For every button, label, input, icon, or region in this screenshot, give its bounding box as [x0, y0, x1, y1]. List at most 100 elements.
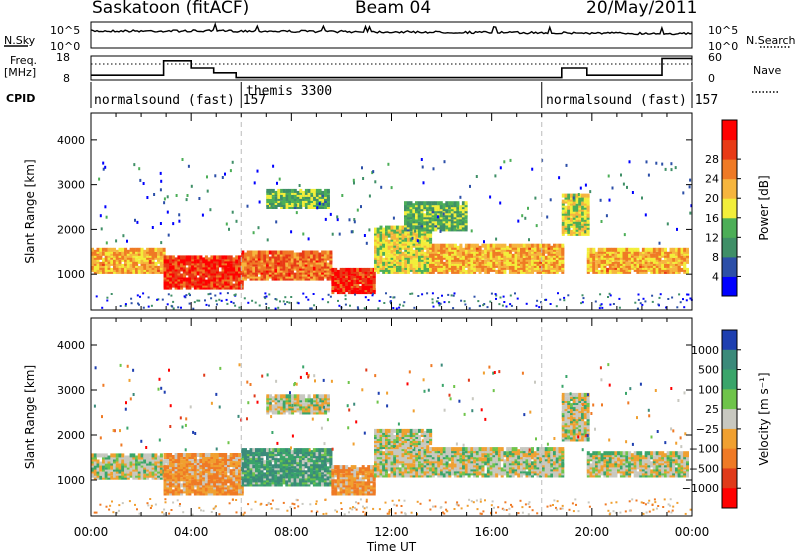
power-sparse	[122, 234, 125, 238]
power-cell	[282, 262, 286, 267]
power-cell	[467, 267, 471, 272]
power-cell	[285, 254, 289, 259]
velocity-cell	[99, 453, 103, 458]
velocity-cell	[274, 458, 278, 463]
power-scatter	[167, 293, 170, 296]
velocity-cell	[249, 478, 253, 483]
power-cell	[464, 245, 468, 250]
power-scatter	[142, 292, 145, 295]
power-sparse	[329, 212, 332, 216]
power-scatter	[226, 292, 229, 295]
power-cell	[564, 193, 568, 198]
power-sparse	[565, 163, 568, 167]
power-scatter	[549, 303, 552, 305]
power-cell	[586, 193, 590, 198]
velocity-cell	[218, 453, 222, 457]
velocity-cell	[137, 455, 141, 460]
power-cell	[361, 274, 365, 278]
power-cell	[517, 259, 521, 264]
power-cell	[611, 247, 615, 252]
velocity-cell	[99, 475, 103, 480]
power-sparse	[432, 167, 435, 171]
noise-search-label: N.Search	[746, 34, 796, 47]
power-sparse	[160, 241, 163, 245]
velocity-cell	[218, 473, 222, 478]
velocity-cell	[177, 481, 181, 486]
power-cell	[677, 259, 681, 264]
power-cell	[586, 247, 590, 252]
power-sparse	[105, 241, 108, 245]
velocity-cell	[113, 455, 116, 460]
power-sparse	[353, 218, 356, 221]
power-sparse	[356, 208, 359, 212]
power-cell	[310, 203, 314, 207]
velocity-cell	[146, 461, 150, 466]
power-sparse	[270, 204, 273, 208]
power-sparse	[682, 191, 685, 195]
power-scatter	[581, 301, 584, 304]
power-sparse	[166, 210, 169, 214]
velocity-cell	[102, 459, 105, 464]
power-cell	[611, 257, 615, 262]
power-cell	[146, 247, 150, 252]
power-sparse	[214, 174, 217, 178]
power-sparse	[674, 166, 677, 170]
power-cell	[597, 257, 601, 262]
power-cell	[448, 245, 452, 250]
power-cell	[331, 286, 335, 290]
power-scatter	[130, 297, 133, 300]
power-cell	[342, 288, 346, 293]
velocity-cell	[159, 461, 163, 466]
power-cell	[669, 259, 673, 264]
power-cell	[533, 243, 537, 248]
power-cell	[423, 201, 427, 206]
power-cell	[199, 255, 203, 260]
power-sparse	[689, 178, 692, 182]
power-cell	[372, 286, 376, 290]
power-cell	[310, 254, 314, 259]
velocity-cell	[282, 458, 286, 463]
power-scatter	[538, 306, 541, 309]
power-ytick-label-1: 2000	[57, 223, 85, 236]
power-scatter	[150, 304, 153, 307]
velocity-cell	[285, 472, 289, 477]
power-scatter	[545, 298, 548, 301]
velocity-cell	[229, 491, 233, 496]
velocity-cell	[148, 453, 152, 458]
power-cell	[299, 252, 303, 257]
velocity-cell	[163, 481, 167, 486]
velocity-cell	[146, 453, 150, 458]
power-cell	[542, 259, 545, 264]
power-cell	[456, 201, 460, 206]
velocity-cell	[163, 453, 167, 457]
power-cell	[241, 264, 245, 269]
velocity-cell	[246, 450, 250, 455]
velocity-cell	[96, 453, 100, 458]
velocity-cell	[235, 473, 239, 478]
power-cell	[630, 263, 634, 268]
power-cell	[467, 259, 471, 264]
power-scatter	[372, 292, 374, 295]
velocity-cell	[93, 453, 97, 458]
power-cell	[361, 267, 365, 272]
velocity-cell	[240, 491, 244, 496]
power-cell	[244, 252, 247, 257]
power-cell	[617, 261, 621, 266]
velocity-cell	[121, 461, 125, 466]
power-cell	[456, 257, 460, 262]
power-cell	[404, 219, 407, 224]
velocity-cell	[210, 457, 214, 462]
power-scatter	[536, 299, 539, 302]
power-cell	[140, 259, 144, 264]
velocity-cell	[238, 469, 241, 474]
power-sparse	[178, 213, 181, 217]
power-cell	[434, 221, 438, 226]
power-cell	[503, 243, 507, 248]
power-cell	[379, 225, 383, 230]
power-cell	[191, 265, 195, 270]
power-cell	[299, 264, 303, 269]
velocity-cell	[143, 473, 147, 478]
power-cell	[644, 259, 648, 264]
velocity-cell	[163, 465, 167, 470]
power-cell	[407, 233, 410, 238]
